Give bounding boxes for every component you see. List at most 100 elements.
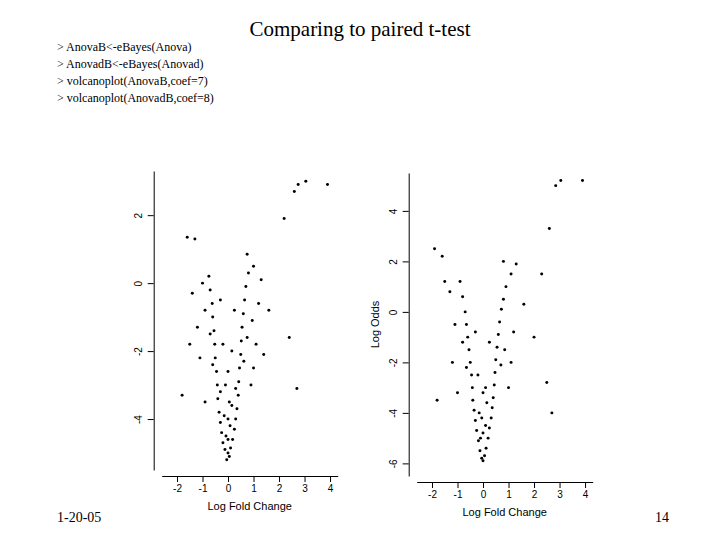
- point: [494, 358, 497, 361]
- point: [201, 282, 204, 285]
- point: [218, 411, 221, 414]
- point: [193, 237, 196, 240]
- x-axis-line: [162, 476, 338, 477]
- point: [211, 302, 214, 305]
- point: [522, 303, 525, 306]
- point: [230, 350, 233, 353]
- point: [512, 331, 515, 334]
- y-tick-label: 4: [388, 208, 399, 214]
- point: [267, 309, 270, 312]
- point: [237, 380, 240, 383]
- point: [491, 406, 494, 409]
- point: [485, 401, 488, 404]
- point: [238, 367, 241, 370]
- points: [433, 179, 584, 462]
- x-tick: 1: [251, 476, 257, 494]
- x-tick-mark: [203, 476, 204, 482]
- point: [209, 288, 212, 291]
- point: [252, 367, 255, 370]
- point: [244, 285, 247, 288]
- page-number: 14: [655, 510, 669, 525]
- point: [234, 387, 237, 390]
- point: [216, 397, 219, 400]
- y-axis: -4-202: [133, 172, 155, 471]
- point: [262, 353, 265, 356]
- point: [500, 308, 503, 311]
- point: [433, 247, 436, 250]
- point: [484, 386, 487, 389]
- x-tick-label: 1: [251, 483, 257, 494]
- y-tick-mark: [148, 283, 154, 284]
- x-tick-mark: [534, 482, 535, 488]
- y-tick-mark: [148, 351, 154, 352]
- x-axis-line: [417, 482, 593, 483]
- x-tick: 3: [557, 482, 563, 500]
- point: [204, 401, 207, 404]
- point: [196, 326, 199, 329]
- point: [198, 356, 201, 359]
- point: [550, 411, 553, 414]
- point: [482, 391, 485, 394]
- y-tick-label: 0: [388, 309, 399, 315]
- point: [242, 360, 245, 363]
- point: [488, 341, 491, 344]
- point: [497, 333, 500, 336]
- point: [482, 459, 485, 462]
- x-tick-label: 4: [583, 489, 589, 500]
- point: [484, 424, 487, 427]
- x-tick-label: 3: [557, 489, 563, 500]
- y-tick: 2: [388, 259, 409, 265]
- x-tick: -2: [428, 482, 437, 500]
- point: [255, 343, 258, 346]
- point: [477, 439, 480, 442]
- code-line: > AnovaB<-eBayes(Anova): [57, 40, 192, 54]
- point: [510, 273, 513, 276]
- y-tick: -2: [388, 358, 409, 367]
- point: [204, 309, 207, 312]
- y-tick: 0: [133, 280, 154, 286]
- point: [471, 399, 474, 402]
- x-tick-label: 0: [481, 489, 487, 500]
- footer-date: 1-20-05: [57, 510, 101, 525]
- x-axis: -2-101234: [417, 482, 593, 500]
- x-tick: 2: [277, 476, 283, 494]
- x-tick-label: -2: [428, 489, 437, 500]
- point: [515, 262, 518, 265]
- volcano-plot: -2-101234-4-202Log Fold Change: [133, 172, 339, 513]
- y-tick: 4: [388, 208, 409, 214]
- point: [212, 329, 215, 332]
- slide-title: Comparing to paired t-test: [249, 17, 470, 41]
- point: [181, 394, 184, 397]
- y-tick-label: -2: [388, 358, 399, 367]
- point: [507, 386, 510, 389]
- point: [510, 361, 513, 364]
- point: [304, 180, 307, 183]
- slide: Comparing to paired t-test > AnovaB<-eBay…: [0, 0, 720, 540]
- x-tick: 3: [302, 476, 308, 494]
- point: [229, 424, 232, 427]
- x-tick-mark: [483, 482, 484, 488]
- point: [247, 271, 250, 274]
- x-tick-mark: [585, 482, 586, 488]
- point: [252, 265, 255, 268]
- point: [225, 458, 228, 461]
- point: [219, 390, 222, 393]
- point: [227, 370, 230, 373]
- point: [227, 438, 230, 441]
- point: [211, 316, 214, 319]
- y-tick: 2: [133, 212, 154, 218]
- x-tick-mark: [228, 476, 229, 482]
- y-tick-mark: [148, 215, 154, 216]
- point: [260, 278, 263, 281]
- volcano-plot: -2-101234-6-4-2024Log Fold ChangeLog Odd…: [369, 174, 594, 519]
- point: [215, 370, 218, 373]
- point: [443, 280, 446, 283]
- x-tick-mark: [177, 476, 178, 482]
- y-tick-mark: [403, 463, 409, 464]
- point: [482, 432, 485, 435]
- x-tick-label: 2: [532, 489, 538, 500]
- point: [228, 455, 231, 458]
- point: [475, 429, 478, 432]
- point: [233, 428, 236, 431]
- point: [480, 457, 483, 460]
